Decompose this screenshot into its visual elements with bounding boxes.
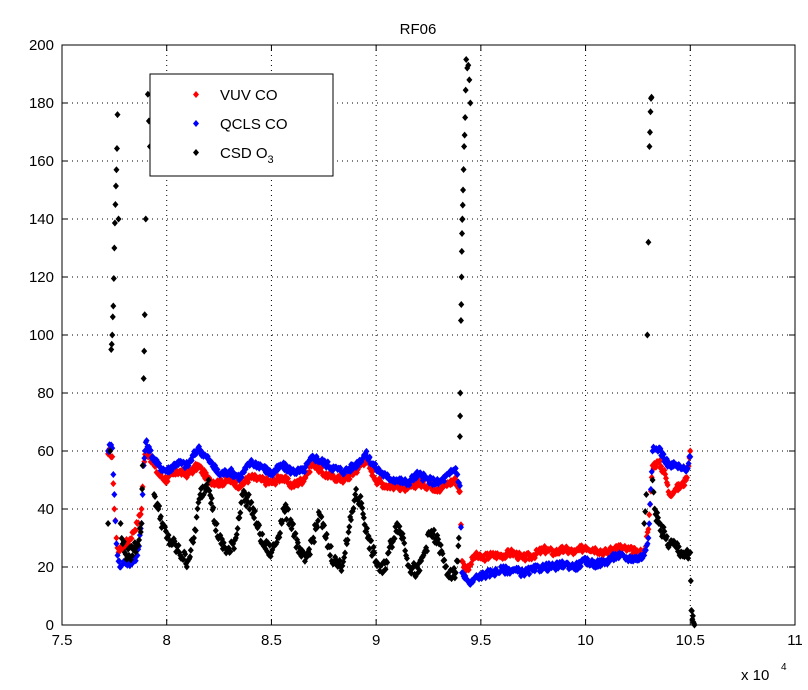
series-2 xyxy=(105,437,693,588)
data-point xyxy=(463,87,469,94)
data-point xyxy=(459,274,465,281)
data-point xyxy=(109,332,115,339)
data-point xyxy=(140,491,146,498)
data-point xyxy=(462,132,468,139)
x-tick-label: 11 xyxy=(787,632,803,649)
data-point xyxy=(110,303,116,310)
x-tick-label: 10.5 xyxy=(676,632,705,649)
data-point xyxy=(143,216,149,223)
data-point xyxy=(110,313,116,320)
data-point xyxy=(644,332,650,339)
series-1 xyxy=(105,445,693,574)
data-point xyxy=(457,433,463,440)
data-point xyxy=(188,547,194,554)
y-tick-label: 180 xyxy=(29,95,54,112)
x-multiplier-label: x 10 xyxy=(741,667,769,684)
x-tick-label: 8 xyxy=(163,632,171,649)
data-point xyxy=(459,248,465,255)
y-tick-label: 160 xyxy=(29,153,54,170)
data-point xyxy=(645,239,651,246)
data-point xyxy=(353,486,359,493)
legend-label: VUV CO xyxy=(220,87,278,104)
y-tick-label: 140 xyxy=(29,211,54,228)
data-point xyxy=(109,341,115,348)
data-point xyxy=(459,216,465,223)
data-point xyxy=(457,412,463,419)
data-point xyxy=(327,552,333,559)
data-point xyxy=(462,114,468,121)
data-point xyxy=(643,491,649,498)
data-point xyxy=(113,166,119,173)
x-tick-label: 9 xyxy=(372,632,380,649)
y-tick-label: 100 xyxy=(29,327,54,344)
data-point xyxy=(467,100,473,107)
data-point xyxy=(118,520,124,527)
x-tick-label: 9.5 xyxy=(470,632,491,649)
y-tick-label: 200 xyxy=(29,37,54,54)
data-point xyxy=(456,535,462,542)
data-point xyxy=(113,183,119,190)
y-tick-label: 120 xyxy=(29,269,54,286)
data-point xyxy=(141,375,147,382)
y-tick-label: 0 xyxy=(46,617,54,634)
data-point xyxy=(195,505,201,512)
data-point xyxy=(457,390,463,397)
data-point xyxy=(458,301,464,308)
x-tick-label: 8.5 xyxy=(261,632,282,649)
data-point xyxy=(647,501,653,508)
data-point xyxy=(114,111,120,118)
y-tick-label: 40 xyxy=(37,501,54,518)
data-point xyxy=(646,520,652,527)
x-tick-label: 10 xyxy=(577,632,594,649)
data-point xyxy=(647,129,653,136)
legend-label: QCLS CO xyxy=(220,116,288,133)
data-point xyxy=(112,518,118,525)
data-point xyxy=(460,187,466,194)
data-point xyxy=(110,471,116,478)
data-point xyxy=(646,143,652,150)
data-point xyxy=(689,607,695,614)
data-point xyxy=(112,201,118,208)
x-multiplier-exponent: 4 xyxy=(781,662,787,673)
data-point xyxy=(459,230,465,237)
data-point xyxy=(139,506,145,513)
data-point xyxy=(111,506,117,513)
data-point xyxy=(466,76,472,83)
data-point xyxy=(105,520,111,527)
data-point xyxy=(142,311,148,318)
data-point xyxy=(461,143,467,150)
data-point xyxy=(194,514,200,521)
data-point xyxy=(111,245,117,252)
data-point xyxy=(345,529,351,536)
y-tick-label: 20 xyxy=(37,559,54,576)
data-point xyxy=(235,525,241,532)
data-point xyxy=(213,527,219,534)
y-tick-label: 80 xyxy=(37,385,54,402)
data-point xyxy=(110,480,116,487)
data-point xyxy=(647,108,653,115)
data-point xyxy=(460,202,466,209)
data-point xyxy=(114,145,120,152)
y-tick-label: 60 xyxy=(37,443,54,460)
x-tick-label: 7.5 xyxy=(52,632,73,649)
data-point xyxy=(641,520,647,527)
x-axis-multiplier: x 10 4 xyxy=(741,662,787,684)
data-point xyxy=(236,514,242,521)
legend: VUV COQCLS COCSD O3 xyxy=(150,74,333,176)
chart-title: RF06 xyxy=(400,21,437,38)
data-point xyxy=(141,348,147,355)
data-point xyxy=(461,166,467,173)
data-point xyxy=(111,491,117,498)
data-point xyxy=(455,542,461,549)
data-point xyxy=(111,275,117,282)
data-point xyxy=(458,317,464,324)
data-point xyxy=(688,577,694,584)
data-point xyxy=(346,523,352,530)
